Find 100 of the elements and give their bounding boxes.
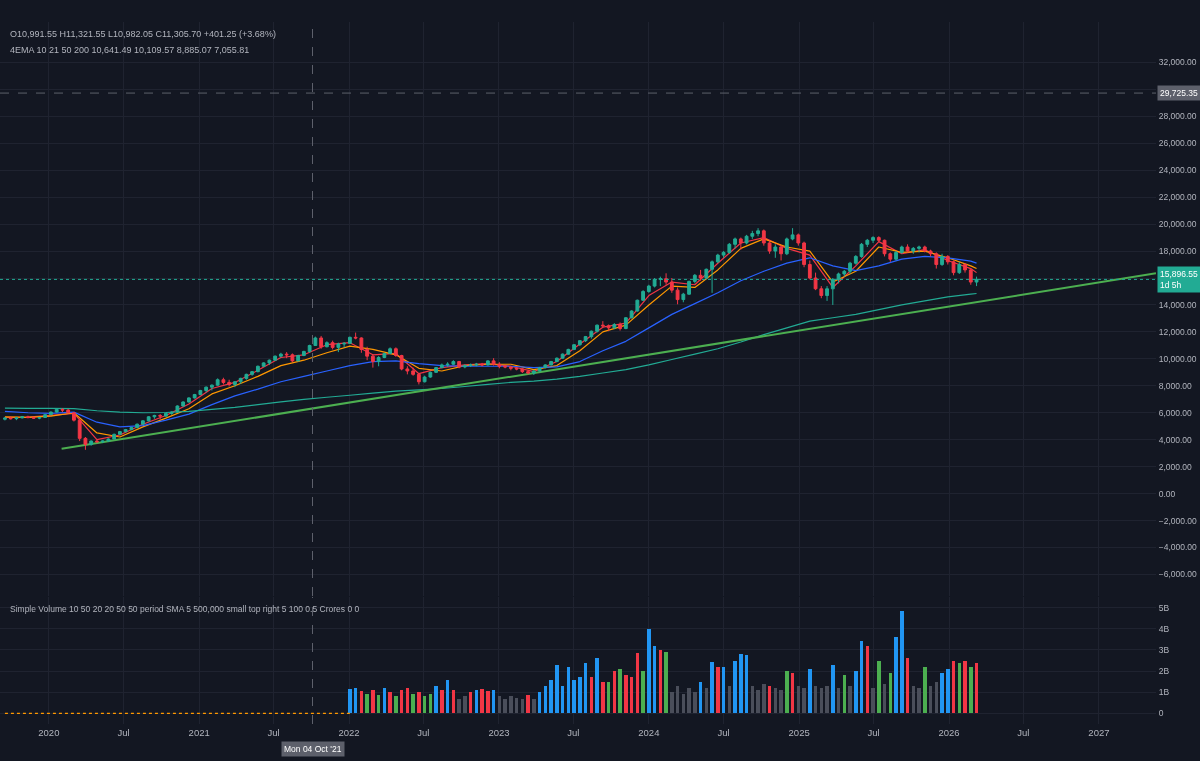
bar bbox=[756, 690, 760, 713]
x-tick-label: 2025 bbox=[788, 727, 810, 739]
candlestick bbox=[3, 416, 7, 421]
bar bbox=[710, 662, 714, 713]
candlestick bbox=[503, 364, 508, 369]
y-tick-label: 0 bbox=[1158, 708, 1164, 719]
y-tick-label: −2,000.00 bbox=[1158, 515, 1198, 526]
x-tick-label: Jul bbox=[117, 727, 130, 739]
candlestick bbox=[330, 340, 335, 350]
bar bbox=[498, 696, 501, 713]
candlestick bbox=[796, 233, 801, 247]
bar bbox=[526, 695, 530, 713]
bar bbox=[509, 696, 513, 713]
ref-line-label: 15,896.55 1d 5h bbox=[1160, 269, 1199, 291]
bar bbox=[400, 690, 403, 713]
candlestick bbox=[439, 363, 444, 369]
candlestick bbox=[462, 363, 467, 369]
candlestick bbox=[531, 369, 536, 376]
bar bbox=[630, 677, 633, 713]
x-tick-label: 2023 bbox=[488, 727, 510, 739]
bar bbox=[900, 611, 904, 713]
bar bbox=[417, 692, 421, 713]
bar bbox=[802, 688, 806, 713]
candlestick bbox=[204, 385, 209, 394]
x-tick-label: 2024 bbox=[638, 727, 660, 739]
candlestick bbox=[8, 416, 13, 420]
bar bbox=[768, 686, 771, 713]
bar bbox=[969, 667, 973, 713]
candlestick bbox=[733, 237, 737, 249]
candlestick bbox=[227, 379, 232, 387]
candlestick bbox=[485, 359, 490, 367]
candlestick bbox=[434, 366, 439, 374]
bar bbox=[831, 665, 835, 713]
candlestick bbox=[20, 415, 25, 419]
bar bbox=[699, 682, 702, 713]
candlestick bbox=[894, 250, 898, 261]
bar bbox=[808, 669, 812, 713]
bar bbox=[463, 696, 467, 713]
candlestick bbox=[72, 411, 76, 423]
bar bbox=[555, 665, 559, 713]
y-tick-label: 20,000.00 bbox=[1158, 219, 1197, 230]
bar bbox=[388, 692, 392, 713]
candlestick bbox=[301, 350, 306, 357]
candlestick bbox=[209, 383, 214, 392]
bar bbox=[595, 658, 599, 713]
candlestick bbox=[319, 335, 324, 350]
bar bbox=[613, 671, 616, 713]
bar bbox=[371, 690, 375, 713]
candlestick bbox=[623, 316, 628, 330]
candlestick bbox=[802, 241, 806, 268]
candlestick bbox=[365, 346, 370, 361]
candlestick bbox=[911, 246, 916, 255]
bar bbox=[475, 690, 478, 713]
candlestick bbox=[848, 261, 852, 275]
bar bbox=[503, 699, 507, 713]
bar bbox=[797, 686, 800, 713]
bar bbox=[682, 694, 685, 713]
candlestick bbox=[963, 262, 967, 274]
bar bbox=[917, 688, 921, 713]
bar bbox=[590, 677, 593, 713]
bar bbox=[624, 675, 628, 713]
bar bbox=[659, 650, 662, 713]
x-tick-label: Jul bbox=[717, 727, 730, 739]
bar bbox=[406, 688, 409, 713]
candlestick bbox=[14, 416, 19, 421]
bar bbox=[636, 653, 639, 713]
candlestick bbox=[572, 343, 577, 351]
bar bbox=[774, 688, 777, 713]
candlestick bbox=[60, 407, 65, 413]
bar bbox=[854, 671, 858, 713]
candlestick bbox=[526, 369, 531, 375]
bar bbox=[894, 637, 898, 713]
candlestick bbox=[853, 254, 858, 266]
x-tick-label: Jul bbox=[867, 727, 880, 739]
candlestick bbox=[577, 339, 582, 347]
candlestick bbox=[606, 325, 611, 332]
bar bbox=[952, 661, 955, 713]
bar bbox=[739, 654, 743, 713]
bar bbox=[946, 669, 950, 713]
candlestick bbox=[940, 253, 944, 267]
candlestick bbox=[698, 269, 703, 282]
x-tick-label: 2021 bbox=[188, 727, 210, 739]
x-tick-label: 2022 bbox=[338, 727, 360, 739]
candlestick bbox=[370, 353, 375, 369]
bar bbox=[848, 686, 852, 713]
candlestick bbox=[899, 245, 904, 255]
bar bbox=[469, 692, 472, 713]
candlestick bbox=[508, 365, 513, 371]
bar bbox=[889, 673, 892, 713]
bar bbox=[923, 667, 927, 713]
bar bbox=[883, 684, 886, 713]
candlestick bbox=[480, 362, 485, 367]
bar bbox=[492, 690, 495, 713]
bar bbox=[521, 699, 524, 713]
candlestick bbox=[393, 346, 398, 358]
candlestick bbox=[416, 373, 421, 385]
candlestick bbox=[549, 360, 554, 367]
annotation: O10,991.55 H11,321.55 L10,982.05 C11,305.70 +401.25 (+3.68%) bbox=[10, 29, 276, 39]
y-tick-label: 24,000.00 bbox=[1158, 165, 1197, 176]
candlestick bbox=[917, 245, 921, 253]
